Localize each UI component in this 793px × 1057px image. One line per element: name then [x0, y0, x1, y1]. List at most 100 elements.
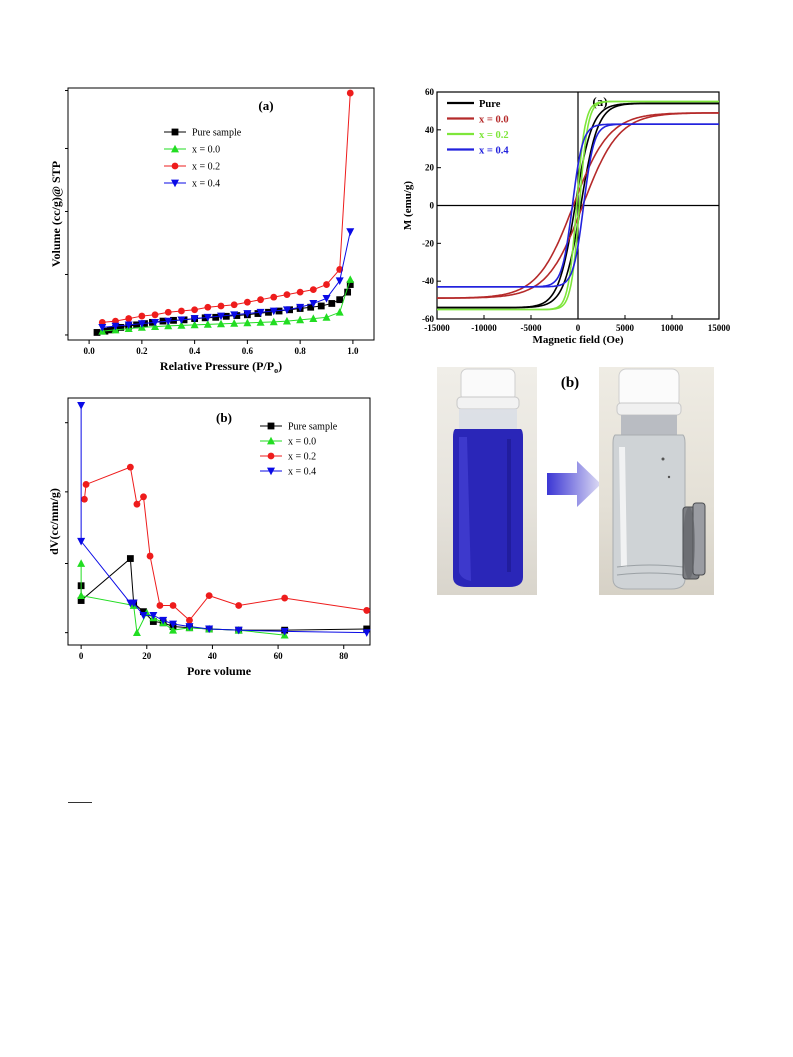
bet-isotherm-data-point — [124, 321, 133, 330]
bet-isotherm-legend-marker — [171, 162, 179, 170]
bet-isotherm-xtick-label: 0.2 — [136, 346, 148, 356]
bet-isotherm-data-point — [296, 288, 304, 296]
bet-isotherm-data-point — [190, 315, 199, 323]
magnetic-hysteresis-xtick-label: 10000 — [661, 323, 684, 333]
bet-isotherm-data-point — [133, 321, 140, 329]
magnetic-hysteresis-loop-descending — [437, 112, 719, 299]
bet-isotherm-data-point — [217, 302, 225, 310]
magnetic-hysteresis-legend-label: x = 0.4 — [479, 146, 509, 157]
bet-isotherm-data-point — [164, 308, 172, 316]
bet-isotherm-data-point — [164, 317, 173, 326]
pore-distribution-data-point — [169, 602, 177, 609]
bet-isotherm-xtick-label: 1.0 — [347, 346, 359, 356]
pore-distribution-series-2 — [81, 463, 371, 624]
pore-distribution-data-point — [235, 626, 243, 634]
bet-isotherm-data-point — [286, 306, 293, 314]
pore-distribution-legend-label: Pure sample — [288, 422, 338, 433]
magnetic-hysteresis-series-3 — [437, 123, 719, 288]
magnetic-hysteresis-xtick-label: 0 — [576, 323, 581, 333]
pore-distribution-data-point — [205, 592, 213, 599]
pore-distribution-data-point — [77, 591, 86, 599]
magnetic-hysteresis-xlabel: Magnetic field (Oe) — [532, 334, 623, 346]
bet-isotherm-data-point — [190, 320, 199, 329]
pore-distribution-data-point — [280, 628, 289, 636]
bet-isotherm-data-point — [151, 322, 160, 331]
pore-distribution-data-point — [235, 602, 243, 609]
magnetic-hysteresis-loop-ascending — [437, 102, 719, 309]
magnetic-hysteresis-loop-descending — [437, 123, 719, 288]
vial-photo-before — [437, 367, 537, 595]
pore-distribution-data-point — [363, 607, 371, 614]
magnetic-hysteresis-legend-label: x = 0.0 — [479, 115, 509, 126]
bet-isotherm-data-point — [117, 324, 125, 331]
pore-distribution-data-point — [77, 537, 86, 546]
pore-distribution-data-point — [205, 625, 214, 634]
pore-distribution-xlabel: Pore volume — [187, 664, 252, 678]
bet-isotherm-data-point — [243, 318, 252, 327]
bet-isotherm-data-point — [170, 316, 177, 324]
bet-isotherm-data-point — [180, 316, 188, 324]
bet-isotherm-data-point — [230, 301, 238, 309]
bet-isotherm-legend: Pure sample x = 0.0 x = 0.2 x = 0.4 — [164, 128, 242, 190]
pore-distribution-series-line — [80, 557, 367, 631]
bet-isotherm-data-point — [270, 293, 278, 301]
bet-isotherm-data-point — [344, 288, 352, 296]
arrow-icon — [547, 461, 601, 507]
bet-isotherm-data-point — [203, 313, 212, 322]
pore-distribution-xtick-label: 60 — [274, 651, 284, 661]
pore-distribution-series-1 — [77, 559, 289, 639]
pore-distribution-series-line — [83, 466, 367, 622]
bet-isotherm-series-2 — [98, 89, 354, 326]
bet-isotherm-xtick-label: 0.4 — [189, 346, 201, 356]
bet-isotherm-legend-marker — [171, 179, 179, 188]
magnetic-hysteresis-frame — [436, 91, 720, 320]
pore-distribution-data-point — [159, 619, 167, 627]
bet-isotherm-data-point — [106, 326, 114, 334]
pore-distribution-data-point — [139, 611, 148, 620]
magnetic-hysteresis-xtick-label: -10000 — [471, 323, 497, 333]
pore-distribution-data-point — [149, 613, 158, 622]
bet-isotherm-data-point — [269, 307, 278, 316]
pore-distribution-data-point — [156, 602, 164, 609]
bet-isotherm-data-point — [322, 313, 331, 321]
magnetic-hysteresis-ytick-label: -20 — [422, 238, 434, 248]
pore-distribution-data-point — [205, 624, 214, 633]
bet-isotherm-data-point — [203, 320, 212, 328]
bet-isotherm-data-point — [111, 322, 120, 331]
pore-distribution-data-point — [126, 555, 134, 562]
bet-isotherm-data-point — [217, 312, 225, 321]
magnetic-hysteresis-loop-descending — [437, 102, 719, 309]
bet-isotherm-xtick-label: 0.8 — [295, 346, 307, 356]
pore-distribution-data-point — [142, 608, 151, 617]
pore-distribution-legend-marker — [267, 436, 275, 445]
pore-distribution-data-point — [77, 402, 86, 410]
pore-distribution-data-point — [130, 599, 138, 607]
pore-distribution-data-point — [149, 618, 157, 625]
magnetic-hysteresis-series-0 — [437, 102, 719, 309]
bet-isotherm-data-point — [296, 315, 305, 324]
bet-isotherm-xlabel: Relative Pressure (P/Po) — [160, 359, 282, 375]
bet-isotherm-data-point — [309, 286, 317, 293]
pore-distribution-data-point — [140, 608, 147, 616]
bet-isotherm-data-point — [233, 312, 241, 319]
photo-panel-label: (b) — [561, 375, 579, 391]
bet-isotherm-data-point — [191, 315, 199, 322]
bet-isotherm-data-point — [151, 318, 160, 327]
pore-distribution-data-point — [185, 623, 194, 631]
magnetic-hysteresis-ytick-label: -60 — [422, 314, 434, 324]
pore-distribution-panel-label: (b) — [216, 410, 232, 425]
bet-isotherm-legend-label: x = 0.0 — [192, 145, 220, 156]
pore-distribution-xtick-label: 20 — [142, 651, 152, 661]
bet-isotherm-data-point — [257, 296, 264, 304]
pore-distribution-data-point — [169, 625, 178, 634]
bet-isotherm-data-point — [178, 307, 185, 315]
pore-distribution-legend-label: x = 0.2 — [288, 452, 316, 463]
pore-distribution-data-point — [126, 463, 134, 471]
bet-isotherm-data-point — [98, 318, 106, 326]
pore-distribution-data-point — [169, 620, 178, 629]
pore-distribution-data-point — [77, 559, 86, 567]
bet-isotherm-data-point — [309, 300, 318, 308]
magnetic-hysteresis-group: -15000 -10000 -5000 0 5000 10000 15000 -60 -40 -2… — [402, 87, 731, 346]
bet-isotherm-series-3 — [98, 228, 355, 332]
bet-isotherm-data-point — [336, 296, 344, 304]
